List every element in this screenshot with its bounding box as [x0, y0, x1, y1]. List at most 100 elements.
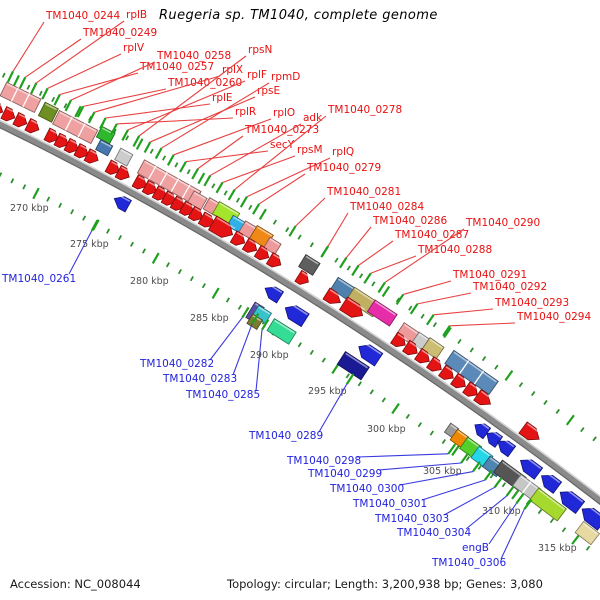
ruler-label: 270 kbp — [10, 203, 49, 214]
gene-label-forward[interactable]: TM1040_0284 — [349, 201, 424, 213]
gene-highlight — [501, 437, 515, 448]
gene-highlight — [490, 429, 502, 438]
gene-label-forward[interactable]: TM1040_0286 — [372, 215, 447, 227]
gene-segment-divider — [170, 178, 180, 193]
gene-label-forward[interactable]: TM1040_0278 — [327, 104, 402, 116]
gene-label-forward[interactable]: rplR — [235, 106, 256, 118]
gene-box[interactable] — [95, 139, 114, 157]
gene-highlight — [457, 374, 468, 383]
gene-arrow-reverse[interactable] — [264, 286, 285, 304]
gene-arrow-forward[interactable] — [518, 421, 540, 441]
gene-box[interactable] — [246, 313, 264, 330]
gene-label-forward[interactable]: rpmD — [271, 71, 300, 83]
gene-label-forward[interactable]: rplO — [273, 107, 295, 119]
gene-label-forward[interactable]: rpsE — [257, 85, 280, 97]
gene-label-forward[interactable]: TM1040_0281 — [326, 186, 401, 198]
gene-label-forward[interactable]: rplB — [126, 9, 147, 21]
gene-label-forward[interactable]: rplV — [123, 42, 145, 54]
ruler-tick-minor — [211, 183, 216, 189]
gene-arrow-forward[interactable] — [473, 388, 492, 406]
gene-arrow-forward[interactable] — [207, 215, 234, 238]
gene-anchor-tick — [110, 123, 118, 136]
ruler-tick-minor — [46, 196, 51, 202]
gene-label-reverse[interactable]: TM1040_0285 — [185, 389, 260, 401]
gene-label-forward[interactable]: rplQ — [332, 146, 354, 158]
gene-label-forward[interactable]: rpsN — [248, 44, 272, 56]
gene-box[interactable] — [529, 487, 567, 522]
leader-line-forward — [246, 157, 331, 198]
gene-label-forward[interactable]: TM1040_0290 — [465, 217, 540, 229]
gene-label-forward[interactable]: TM1040_0257 — [139, 61, 214, 73]
gene-label-forward[interactable]: secY — [270, 139, 295, 151]
gene-anchor-tick — [442, 325, 451, 337]
gene-label-forward[interactable]: TM1040_0291 — [452, 269, 527, 281]
gene-label-forward[interactable]: TM1040_0249 — [82, 27, 157, 39]
gene-label-reverse[interactable]: TM1040_0306 — [431, 557, 506, 569]
gene-label-forward[interactable]: TM1040_0293 — [494, 297, 569, 309]
gene-label-reverse[interactable]: TM1040_0301 — [352, 498, 427, 510]
gene-arrow-forward[interactable] — [197, 211, 216, 228]
gene-anchor-tick — [6, 70, 15, 83]
gene-box[interactable] — [336, 351, 370, 381]
gene-highlight — [121, 166, 132, 173]
gene-label-reverse[interactable]: engB — [462, 542, 489, 554]
gene-label-reverse[interactable]: TM1040_0300 — [329, 483, 404, 495]
gene-arrow-reverse[interactable] — [113, 196, 132, 213]
gene-arrow-forward[interactable] — [0, 101, 4, 115]
gene-label-forward[interactable]: adk — [303, 112, 323, 124]
ruler-tick-minor — [248, 204, 253, 211]
leader-line-forward — [138, 55, 247, 137]
gene-label-forward[interactable]: TM1040_0292 — [472, 281, 547, 293]
gene-box[interactable] — [366, 299, 398, 327]
gene-label-forward[interactable]: rpsM — [297, 144, 323, 156]
gene-label-forward[interactable]: rplF — [247, 69, 267, 81]
gene-label-reverse[interactable]: TM1040_0261 — [1, 273, 76, 285]
gene-box[interactable] — [187, 190, 208, 211]
gene-label-forward[interactable]: rplX — [222, 64, 243, 76]
gene-label-forward[interactable]: rplE — [212, 92, 233, 104]
leader-line-reverse — [500, 508, 525, 560]
gene-arrow-forward[interactable] — [294, 269, 309, 285]
gene-anchor-tick — [252, 203, 261, 215]
gene-arrow-reverse[interactable] — [540, 474, 563, 494]
ruler-tick-major — [32, 187, 40, 200]
gene-label-reverse[interactable]: TM1040_0299 — [307, 468, 382, 480]
ruler-tick-major — [391, 402, 400, 415]
gene-label-reverse[interactable]: TM1040_0283 — [162, 373, 237, 385]
gene-box[interactable] — [95, 125, 116, 145]
gene-arrow-reverse[interactable] — [559, 491, 586, 514]
ruler-tick-minor — [465, 456, 471, 462]
gene-label-reverse[interactable]: TM1040_0282 — [139, 358, 214, 370]
gene-label-forward[interactable]: TM1040_0244 — [45, 10, 120, 22]
gene-label-forward[interactable]: TM1040_0273 — [244, 124, 319, 136]
leader-line-reverse — [465, 495, 507, 530]
leader-line-forward — [384, 228, 465, 283]
gene-label-forward[interactable]: TM1040_0294 — [516, 311, 591, 323]
gene-highlight — [274, 319, 295, 334]
gene-label-reverse[interactable]: TM1040_0298 — [286, 455, 361, 467]
gene-box[interactable] — [298, 254, 321, 276]
gene-anchor-tick — [99, 117, 107, 130]
gene-label-forward[interactable]: TM1040_0258 — [156, 50, 231, 62]
gene-arrow-reverse[interactable] — [581, 507, 600, 531]
gene-box[interactable] — [114, 147, 134, 167]
gene-arrow-forward[interactable] — [338, 296, 364, 318]
gene-highlight — [538, 489, 566, 510]
gene-box[interactable] — [266, 318, 297, 345]
gene-anchor-tick — [447, 443, 457, 455]
gene-label-forward[interactable]: TM1040_0288 — [417, 244, 492, 256]
gene-label-forward[interactable]: TM1040_0279 — [306, 162, 381, 174]
gene-highlight — [545, 471, 561, 484]
ruler-tick-minor — [543, 399, 548, 405]
gene-arrow-reverse[interactable] — [497, 440, 517, 458]
gene-arrow-forward[interactable] — [322, 287, 342, 304]
gene-label-reverse[interactable]: TM1040_0304 — [396, 527, 471, 539]
gene-segment-divider — [10, 87, 19, 102]
gene-label-forward[interactable]: TM1040_0287 — [394, 229, 469, 241]
gene-box[interactable] — [574, 520, 600, 546]
gene-highlight — [583, 522, 599, 535]
gene-label-reverse[interactable]: TM1040_0289 — [248, 430, 323, 442]
gene-arrow-reverse[interactable] — [358, 344, 384, 367]
gene-highlight — [100, 140, 112, 148]
gene-label-reverse[interactable]: TM1040_0303 — [374, 513, 449, 525]
